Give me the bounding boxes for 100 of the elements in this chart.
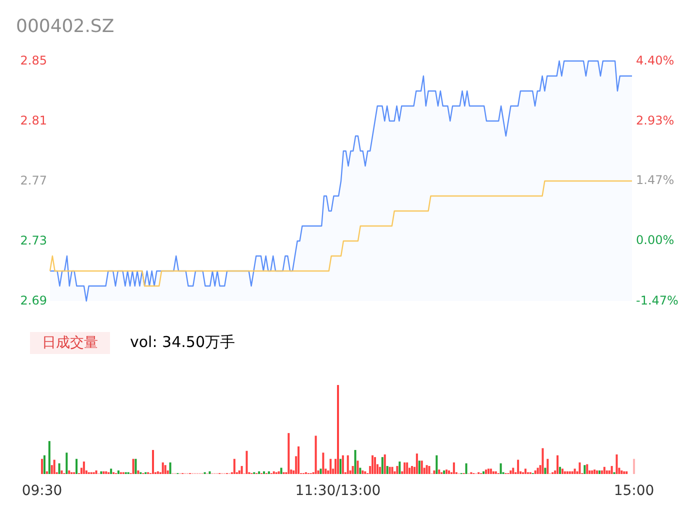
bar: [416, 454, 418, 474]
bar: [337, 385, 339, 474]
bar: [137, 470, 140, 474]
bar: [156, 471, 159, 474]
bar: [388, 466, 391, 474]
bar: [354, 450, 356, 474]
bar: [132, 458, 134, 474]
bar: [396, 466, 398, 474]
bar: [280, 468, 282, 474]
bar: [485, 470, 487, 474]
text: 日成交量: [42, 334, 98, 351]
bar: [561, 468, 564, 474]
bar: [102, 471, 105, 474]
bar: [152, 450, 154, 474]
bar: [43, 455, 46, 474]
bar: [492, 471, 494, 474]
y-tick-label: 2.81: [20, 113, 47, 128]
bar: [378, 466, 381, 474]
bar: [117, 470, 120, 474]
bar: [374, 457, 376, 474]
y2-tick-label: 0.00%: [636, 233, 674, 248]
bar: [134, 458, 137, 474]
bar: [162, 462, 164, 474]
bar: [364, 471, 366, 474]
bar: [411, 466, 413, 474]
bar: [272, 471, 275, 474]
bar: [586, 464, 588, 474]
bar: [510, 470, 512, 474]
bar: [68, 470, 70, 474]
bar: [610, 466, 613, 474]
text: vol: 34.50万手: [130, 333, 235, 352]
y2-tick-label: 2.93%: [636, 113, 674, 128]
bar: [381, 457, 384, 474]
bar: [258, 471, 260, 474]
bar: [600, 470, 603, 474]
bar: [490, 468, 492, 474]
bar: [342, 455, 344, 474]
y-tick-label: 2.73: [20, 233, 47, 248]
bar: [356, 460, 359, 474]
bar: [584, 465, 586, 474]
bar: [591, 470, 594, 474]
bar: [633, 458, 635, 474]
bar: [66, 452, 68, 474]
bar: [524, 468, 526, 474]
bar: [556, 455, 559, 474]
bar: [100, 471, 102, 474]
bar: [536, 468, 539, 474]
bar: [346, 455, 349, 474]
y-tick-label: 2.85: [20, 53, 47, 68]
bar: [418, 460, 420, 474]
bar: [487, 468, 490, 474]
bar: [596, 470, 598, 474]
bar: [330, 458, 332, 474]
x-tick-label: 15:00: [614, 482, 654, 499]
bar: [534, 470, 536, 474]
bar: [41, 458, 43, 474]
bar: [352, 466, 354, 474]
bar: [278, 471, 280, 474]
bar: [48, 441, 50, 474]
bar: [263, 471, 265, 474]
bar: [391, 466, 394, 474]
bar: [58, 463, 60, 474]
bar: [433, 470, 436, 474]
bar: [76, 458, 78, 474]
bar: [465, 463, 468, 474]
y-tick-label: 2.69: [20, 293, 47, 308]
bar: [616, 454, 618, 474]
bar: [452, 462, 455, 474]
bar: [436, 455, 438, 474]
bar: [608, 470, 610, 474]
bar: [623, 471, 626, 474]
chart-title: 000402.SZ: [16, 16, 114, 37]
bar: [571, 471, 574, 474]
bar: [482, 471, 485, 474]
bar: [268, 471, 270, 474]
bar: [95, 470, 98, 474]
bar: [288, 433, 290, 474]
y2-tick-label: -1.47%: [636, 293, 678, 308]
bar: [546, 458, 549, 474]
bar: [53, 460, 56, 474]
bar: [384, 454, 386, 474]
y2-tick-label: 4.40%: [636, 53, 674, 68]
bar: [446, 470, 448, 474]
bar: [362, 470, 364, 474]
bar: [46, 471, 48, 474]
bar: [578, 462, 581, 474]
bar: [359, 468, 362, 474]
bar: [60, 470, 63, 474]
bar: [443, 470, 446, 474]
bar: [620, 470, 623, 474]
bar: [233, 458, 236, 474]
bar: [169, 462, 172, 474]
bar: [428, 466, 430, 474]
bar: [494, 471, 497, 474]
bar: [598, 470, 600, 474]
bar: [568, 471, 571, 474]
bar: [544, 468, 546, 474]
x-tick-label: 09:30: [22, 482, 62, 499]
bar: [626, 471, 628, 474]
bar: [398, 462, 401, 474]
